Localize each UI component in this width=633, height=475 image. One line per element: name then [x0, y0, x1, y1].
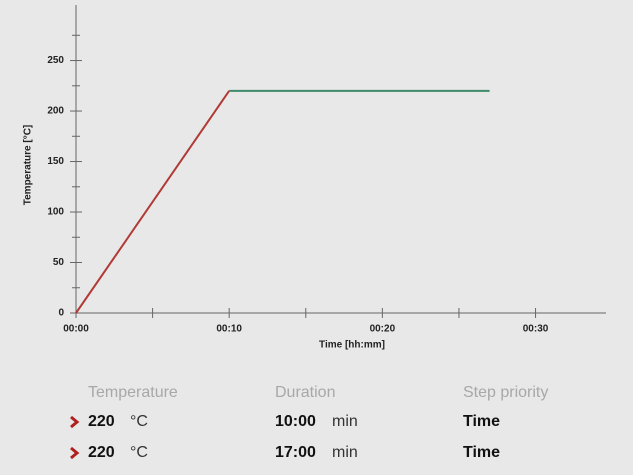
y-tick-label: 150 — [47, 156, 64, 167]
x-tick-label: 00:10 — [216, 324, 242, 335]
x-tick-label: 00:20 — [370, 324, 396, 335]
column-header: Temperature — [88, 384, 178, 401]
y-tick-label: 50 — [53, 257, 65, 268]
x-axis-label: Time [hh:mm] — [319, 340, 385, 351]
temperature-value: 220 — [88, 413, 115, 430]
temperature-unit: °C — [130, 413, 148, 430]
y-tick-label: 200 — [47, 106, 64, 117]
temperature-value: 220 — [88, 444, 115, 461]
step-priority: Time — [463, 444, 500, 461]
duration-unit: min — [332, 444, 358, 461]
x-tick-label: 00:30 — [523, 324, 549, 335]
duration-value: 17:00 — [275, 444, 316, 461]
temperature-unit: °C — [130, 444, 148, 461]
y-tick-label: 250 — [47, 55, 64, 66]
column-header: Duration — [275, 384, 335, 401]
y-tick-label: 0 — [58, 308, 64, 319]
duration-unit: min — [332, 413, 358, 430]
x-tick-label: 00:00 — [63, 324, 89, 335]
y-tick-label: 100 — [47, 207, 64, 218]
step-priority: Time — [463, 413, 500, 430]
column-header: Step priority — [463, 384, 548, 401]
line-series — [75, 90, 231, 314]
chevron-icon — [70, 415, 80, 429]
duration-value: 10:00 — [275, 413, 316, 430]
y-axis-label: Temperature [°C] — [23, 125, 34, 206]
chevron-icon — [70, 446, 80, 460]
